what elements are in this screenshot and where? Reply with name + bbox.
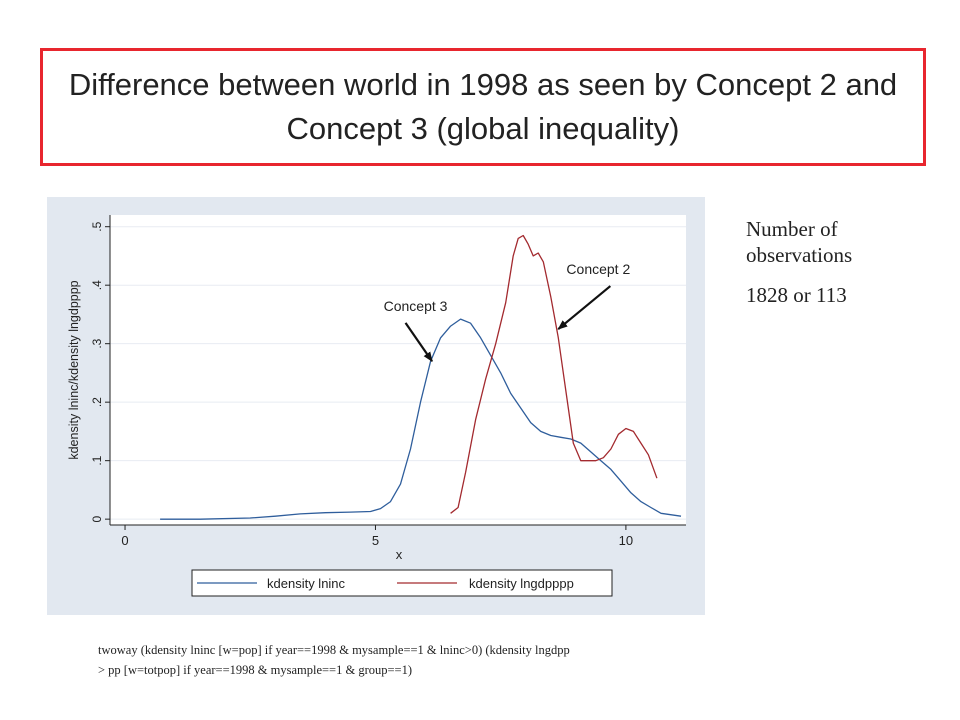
observations-line1: Number of — [746, 217, 838, 241]
x-tick-label-1: 5 — [372, 533, 379, 548]
axis-layer: 0 .1 .2 .3 .4 .5 0 5 10 — [90, 215, 686, 548]
slide-title: Difference between world in 1998 as seen… — [68, 67, 898, 146]
series-line-1 — [450, 234, 658, 514]
y-tick-label-3: .3 — [90, 338, 104, 348]
annotation-layer: Concept 3 Concept 2 — [384, 261, 630, 363]
observations-line2: observations — [746, 243, 853, 267]
command-line-1: twoway (kdensity lninc [w=pop] if year==… — [98, 643, 570, 657]
title-box: Difference between world in 1998 as seen… — [40, 48, 926, 166]
x-tick-label-2: 10 — [619, 533, 633, 548]
annotation-label-0: Concept 3 — [384, 298, 448, 314]
stata-command: twoway (kdensity lninc [w=pop] if year==… — [98, 640, 738, 680]
x-tick-label-0: 0 — [121, 533, 128, 548]
command-line-2: > pp [w=totpop] if year==1998 & mysample… — [98, 663, 412, 677]
y-axis-label: kdensity lninc/kdensity lngdpppp — [67, 280, 81, 459]
y-tick-label-4: .4 — [90, 280, 104, 290]
y-tick-label-0: 0 — [90, 515, 104, 522]
legend-label-lngdpppp: kdensity lngdpppp — [469, 576, 574, 591]
annotation-label-1: Concept 2 — [566, 261, 630, 277]
annotation-arrow-1 — [557, 285, 612, 330]
series-line-0 — [160, 318, 682, 520]
annotation-arrow-0 — [404, 322, 433, 363]
series-layer — [160, 234, 682, 520]
legend: kdensity lninc kdensity lngdpppp — [191, 569, 613, 597]
x-axis-label: x — [396, 547, 403, 562]
observations-count: 1828 or 113 — [746, 283, 847, 307]
y-tick-label-5: .5 — [90, 221, 104, 231]
plot-area — [110, 215, 686, 525]
legend-label-lninc: kdensity lninc — [267, 576, 346, 591]
y-tick-label-2: .2 — [90, 397, 104, 407]
y-tick-label-1: .1 — [90, 455, 104, 465]
observations-note: Number of observations 1828 or 113 — [746, 216, 852, 308]
kdensity-chart: 0 .1 .2 .3 .4 .5 0 5 10 Concept 3 Concept 2 kdens… — [47, 197, 705, 615]
chart-svg: 0 .1 .2 .3 .4 .5 0 5 10 Concept 3 Concept 2 kdens… — [47, 197, 705, 615]
